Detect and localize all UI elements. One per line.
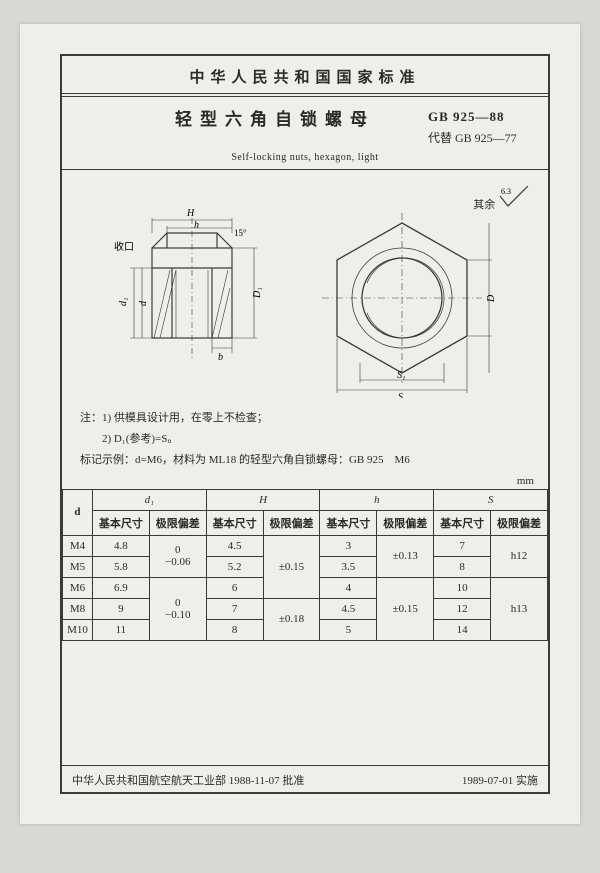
svg-text:d₁: d₁ — [118, 298, 129, 306]
svg-text:d: d — [138, 300, 149, 306]
cell: 0 −0.06 — [149, 535, 206, 577]
notes: 注：1) 供模具设计用，在零上不检查； 2) D₁(参考)=S。 标记示例：d=… — [62, 408, 548, 471]
cell: M6 — [63, 577, 93, 598]
cell: 4.5 — [206, 535, 263, 556]
col-d1: d₁ — [92, 489, 206, 510]
sub-7: 极限偏差 — [491, 510, 548, 535]
sub-0: 基本尺寸 — [92, 510, 149, 535]
svg-text:H: H — [186, 208, 195, 219]
cell: 3 — [320, 535, 377, 556]
sub-1: 极限偏差 — [149, 510, 206, 535]
cell: 6.9 — [92, 577, 149, 598]
top-view: S₁ S D — [312, 208, 502, 398]
cell: 4.5 — [320, 598, 377, 619]
cell: h12 — [491, 535, 548, 577]
code-main: GB 925—88 — [428, 105, 548, 128]
cell: ±0.15 — [377, 577, 434, 640]
note-3: 标记示例：d=M6，材料为 ML18 的轻型六角自锁螺母：GB 925 M6 — [80, 450, 530, 471]
section-view: H h 15° 收口 d₁ d D₁ b — [112, 188, 272, 388]
cell: 4.8 — [92, 535, 149, 556]
cell: 7 — [206, 598, 263, 619]
note-2: 2) D₁(参考)=S。 — [80, 429, 530, 450]
cell: 10 — [434, 577, 491, 598]
footer-left: 中华人民共和国航空航天工业部 1988-11-07 批准 — [72, 772, 304, 788]
col-h: h — [320, 489, 434, 510]
content-frame: 中华人民共和国国家标准 轻型六角自锁螺母 GB 925—88 代替 GB 925… — [60, 54, 550, 794]
cell: 6 — [206, 577, 263, 598]
svg-text:15°: 15° — [234, 228, 247, 238]
cell: ±0.18 — [263, 598, 320, 640]
col-d: d — [63, 489, 93, 535]
unit-label: mm — [62, 475, 548, 487]
table-header-row: d d₁ H h S — [63, 489, 548, 510]
cell: 9 — [92, 598, 149, 619]
figure-area: 其余 6.3 — [62, 178, 548, 408]
cell: M10 — [63, 619, 93, 640]
table-subhead-row: 基本尺寸 极限偏差 基本尺寸 极限偏差 基本尺寸 极限偏差 基本尺寸 极限偏差 — [63, 510, 548, 535]
col-S: S — [434, 489, 548, 510]
cell: 5.8 — [92, 556, 149, 577]
title-cn: 轻型六角自锁螺母 — [62, 105, 428, 130]
cell: 11 — [92, 619, 149, 640]
sub-2: 基本尺寸 — [206, 510, 263, 535]
cell: 8 — [206, 619, 263, 640]
code-sub: 代替 GB 925—77 — [428, 128, 548, 150]
cell: 4 — [320, 577, 377, 598]
cell: 5 — [320, 619, 377, 640]
cell: 3.5 — [320, 556, 377, 577]
cell: 12 — [434, 598, 491, 619]
header-rule-2 — [62, 169, 548, 170]
cell: 0 −0.10 — [149, 577, 206, 640]
note-1: 注：1) 供模具设计用，在零上不检查； — [80, 408, 530, 429]
spec-table: d d₁ H h S 基本尺寸 极限偏差 基本尺寸 极限偏差 基本尺寸 极限偏差… — [62, 489, 548, 641]
svg-text:S: S — [398, 392, 403, 398]
cell: 7 — [434, 535, 491, 556]
country-title: 中华人民共和国国家标准 — [62, 66, 548, 93]
svg-text:D₁: D₁ — [252, 287, 263, 299]
header-mid: 轻型六角自锁螺母 GB 925—88 代替 GB 925—77 — [62, 105, 548, 150]
cell: h13 — [491, 577, 548, 640]
code-block: GB 925—88 代替 GB 925—77 — [428, 105, 548, 150]
sub-6: 基本尺寸 — [434, 510, 491, 535]
svg-text:b: b — [218, 352, 223, 363]
header-rule — [62, 93, 548, 97]
svg-text:h: h — [194, 220, 199, 231]
cell: M5 — [63, 556, 93, 577]
title-en: Self-locking nuts, hexagon, light — [62, 152, 548, 163]
col-H: H — [206, 489, 320, 510]
cell: M8 — [63, 598, 93, 619]
cell: ±0.13 — [377, 535, 434, 577]
svg-text:S₁: S₁ — [397, 370, 405, 381]
footer: 中华人民共和国航空航天工业部 1988-11-07 批准 1989-07-01 … — [62, 765, 548, 792]
header: 中华人民共和国国家标准 轻型六角自锁螺母 GB 925—88 代替 GB 925… — [62, 56, 548, 170]
cell: 14 — [434, 619, 491, 640]
footer-right: 1989-07-01 实施 — [462, 772, 538, 788]
cell: 5.2 — [206, 556, 263, 577]
cell: ±0.15 — [263, 535, 320, 598]
cell: M4 — [63, 535, 93, 556]
sub-4: 基本尺寸 — [320, 510, 377, 535]
svg-text:D: D — [486, 294, 497, 303]
svg-text:收口: 收口 — [114, 240, 134, 253]
page: 中华人民共和国国家标准 轻型六角自锁螺母 GB 925—88 代替 GB 925… — [20, 24, 580, 824]
cell: 8 — [434, 556, 491, 577]
table-row: M4 4.8 0 −0.06 4.5 ±0.15 3 ±0.13 7 h12 — [63, 535, 548, 556]
sub-3: 极限偏差 — [263, 510, 320, 535]
sub-5: 极限偏差 — [377, 510, 434, 535]
roughness-icon: 6.3 — [498, 186, 530, 208]
svg-text:6.3: 6.3 — [501, 187, 511, 196]
table-row: M8 9 7 ±0.18 4.5 12 — [63, 598, 548, 619]
